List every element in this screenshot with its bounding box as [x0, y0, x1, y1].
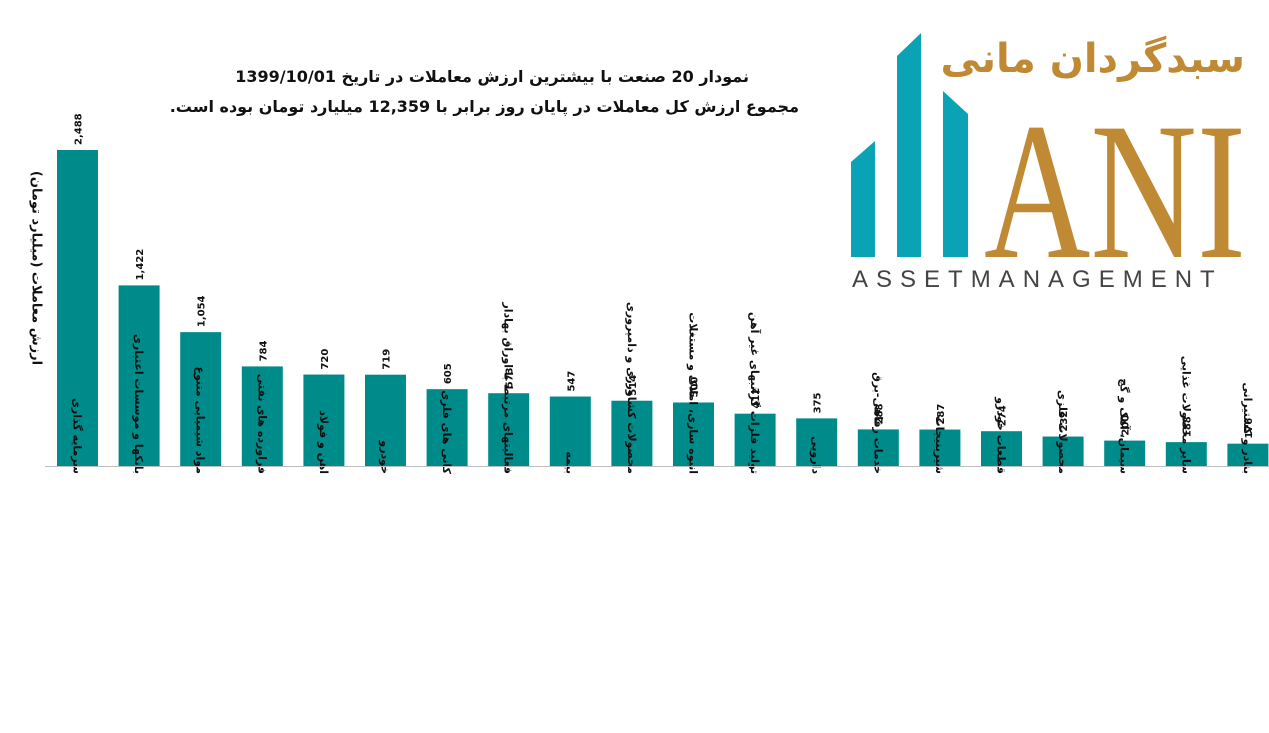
x-tick-label: مواد شیمیایی متنوع	[194, 366, 207, 474]
bar	[241, 366, 283, 466]
x-tick-label: محصولات فلزی	[1056, 390, 1069, 474]
bar-value-label: 288	[874, 404, 885, 425]
x-tick-label: خودرو	[379, 439, 392, 474]
logo-emblem	[851, 33, 968, 257]
x-tick-label: دارویی	[810, 436, 823, 474]
logo-teal-bar-3	[943, 91, 968, 257]
x-tick-label: فراورده های نفتی	[255, 374, 268, 474]
bar-value-label: 573	[505, 367, 516, 388]
x-tick-label: کانی های فلزی	[440, 390, 453, 475]
x-tick-label: بیمه	[563, 451, 576, 474]
x-tick-label: سیمان، آهک و گچ	[1118, 378, 1132, 474]
bar	[796, 418, 838, 466]
bar	[1104, 440, 1146, 466]
x-tick-label: فعالیتهای مرتبط با اوراق بهادار	[502, 301, 515, 474]
bar	[611, 400, 653, 466]
bar-value-label: 514	[628, 375, 639, 396]
x-tick-label: خدمات رفاهی-برق	[871, 372, 884, 474]
bar	[1227, 443, 1269, 466]
bar	[57, 150, 98, 466]
bar	[919, 429, 961, 466]
bar	[118, 285, 160, 466]
bar	[426, 389, 468, 466]
bar-value-label: 232	[1059, 411, 1070, 432]
bar	[1165, 442, 1207, 466]
bar-value-label: 287	[936, 404, 947, 425]
x-tick-label: انبوه سازی، املاک و مستغلات	[687, 312, 700, 474]
bar-value-label: 547	[566, 371, 577, 392]
logo-brand-persian: سبدگردان مانی	[940, 36, 1245, 82]
bar-value-label: 720	[320, 349, 331, 370]
bar-value-label: 2,488	[74, 113, 85, 145]
bar	[549, 396, 591, 466]
bar	[981, 431, 1022, 466]
x-tick-label: سرمایه گذاری	[71, 398, 84, 474]
chart-title-line-1: نمودار 20 صنعت با بیشترین ارزش معاملات د…	[235, 67, 749, 86]
bar-value-label: 176	[1244, 418, 1255, 439]
x-tick-label: بنادر و کشتیرانی	[1241, 382, 1254, 474]
bars-group: 2,488 سرمایه گذاری 1,422 بانکها و موسسات اع…	[57, 113, 1269, 475]
bar-value-label: 719	[382, 349, 393, 370]
x-tick-label: قطعات خودرو	[995, 396, 1008, 474]
bar	[488, 393, 530, 466]
bar-value-label: 375	[813, 392, 824, 413]
x-tick-label: تولید فلزات گرانبهای غیر آهن	[748, 312, 762, 474]
bar-value-label: 1,054	[197, 295, 208, 327]
bar	[1042, 436, 1084, 466]
x-tick-label: شیرینیجات	[933, 416, 946, 474]
x-tick-label: بانکها و موسسات اعتباری	[132, 334, 145, 474]
bar-value-label: 1,422	[135, 249, 146, 281]
bar	[180, 332, 222, 466]
bar	[734, 413, 776, 466]
bar-value-label: 412	[751, 388, 762, 409]
chart-title-line-2: مجموع ارزش کل معاملات در پایان روز برابر…	[169, 97, 799, 116]
bar	[365, 374, 406, 466]
logo-teal-bar-1	[851, 141, 875, 257]
logo-brand-english: ASSETMANAGEMENT	[852, 266, 1223, 293]
bar-value-label: 188	[1182, 416, 1193, 437]
logo-ani-text: ANI	[984, 83, 1246, 300]
bar-value-label: 605	[443, 363, 454, 384]
bar-value-label: 274	[998, 405, 1009, 426]
bar-value-label: 200	[1121, 415, 1132, 436]
bar-value-label: 500	[690, 377, 701, 398]
x-tick-label: محصولات کشاورزی و دامپروری	[625, 302, 638, 474]
bar	[303, 374, 345, 466]
logo-teal-bar-2	[897, 33, 921, 257]
x-tick-label: سایر محصولات غذایی	[1179, 356, 1192, 474]
bar	[857, 429, 899, 466]
bar-value-label: 784	[258, 341, 269, 362]
y-axis-label: ارزش معاملات (میلیارد تومان)	[28, 170, 44, 366]
bar	[673, 402, 714, 466]
x-tick-label: اهن و فولاد	[317, 410, 330, 474]
